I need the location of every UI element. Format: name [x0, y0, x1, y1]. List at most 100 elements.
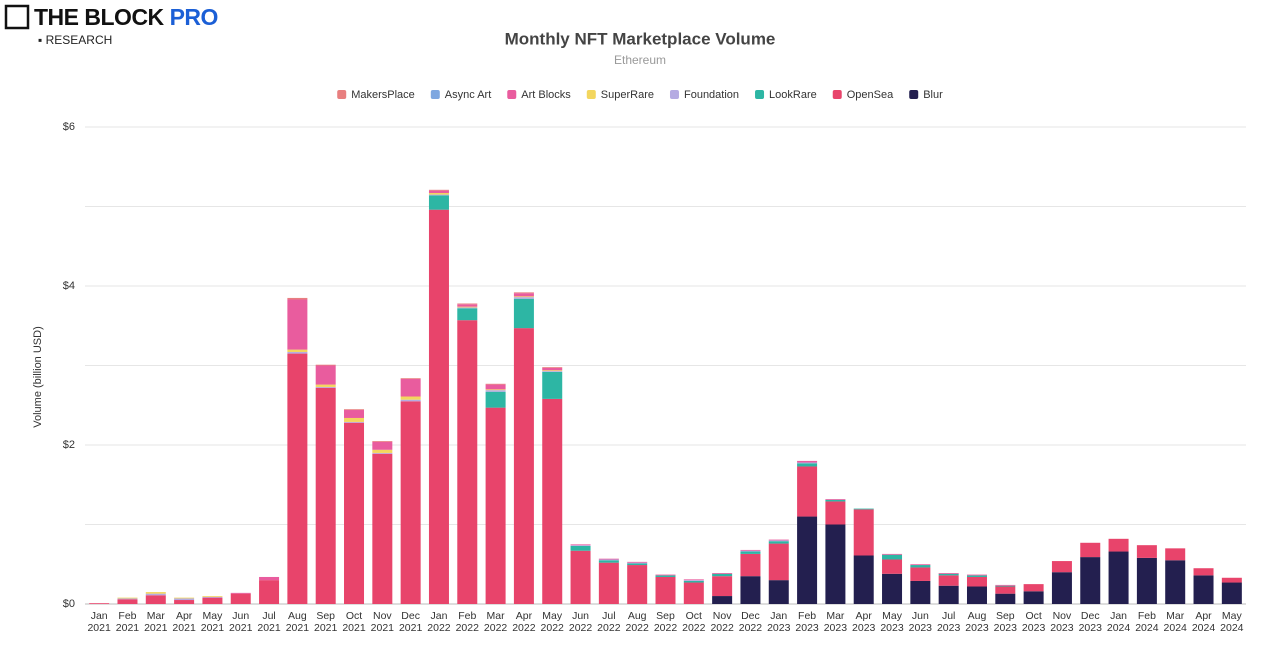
bar-segment — [570, 545, 591, 546]
legend-swatch — [669, 90, 679, 99]
bar-segment — [740, 576, 761, 604]
bar-segment — [542, 371, 563, 372]
x-tick-label: Nov 2023 — [1050, 610, 1074, 634]
bar-segment — [712, 573, 733, 577]
bar-segment — [485, 407, 506, 604]
legend-label: MakersPlace — [351, 89, 415, 101]
bar-segment — [287, 299, 308, 350]
bar-segment — [882, 573, 903, 604]
bar-segment — [457, 308, 478, 321]
bar-segment — [202, 596, 223, 597]
x-tick-label: Dec 2021 — [398, 610, 423, 634]
brand-tier: PRO — [169, 4, 219, 30]
bar-segment — [485, 389, 506, 391]
bar-segment — [372, 453, 393, 604]
bar-segment — [768, 541, 789, 544]
x-tick-label: Jan 2021 — [87, 610, 111, 634]
bar-segment — [542, 370, 563, 372]
bar-segment — [1080, 542, 1101, 558]
bar-segment — [513, 297, 534, 299]
bar-segment — [230, 592, 251, 594]
bar-segment — [627, 565, 648, 604]
x-tick-label: May 2024 — [1220, 610, 1244, 634]
legend-swatch — [507, 90, 517, 99]
y-tick-label: $6 — [63, 121, 75, 133]
bar-segment — [768, 539, 789, 541]
y-tick-label: $4 — [63, 280, 75, 292]
bar-segment — [485, 390, 506, 392]
bar-segment — [683, 580, 704, 581]
bar-segment — [457, 320, 478, 604]
x-tick-label: Jul 2021 — [257, 610, 281, 634]
bar-segment — [1165, 560, 1186, 604]
bar-segment — [400, 396, 421, 400]
bar-segment — [542, 398, 563, 604]
bar-segment — [712, 596, 733, 604]
bar-segment — [740, 550, 761, 552]
bar-segment — [1136, 545, 1157, 558]
bar-segment — [1193, 575, 1214, 604]
bar-segment — [853, 509, 874, 556]
y-axis-label: Volume (billion USD) — [32, 326, 44, 427]
y-tick-label: $2 — [63, 439, 75, 451]
x-tick-label: Apr 2024 — [1191, 610, 1216, 634]
legend-label: OpenSea — [847, 89, 894, 101]
bar-segment — [287, 349, 308, 352]
bar-segment — [825, 499, 846, 500]
chart-subtitle: Ethereum — [614, 53, 666, 67]
x-tick-label: Aug 2021 — [285, 610, 310, 634]
bar-segment — [797, 463, 818, 467]
bar-segment — [400, 379, 421, 397]
x-tick-label: Sep 2022 — [653, 610, 678, 634]
bar-segment — [145, 593, 166, 596]
bar-segment — [768, 540, 789, 542]
bar-segment — [457, 307, 478, 309]
bar-segment — [287, 297, 308, 300]
bar-segment — [797, 460, 818, 463]
bar-segment — [966, 574, 987, 576]
bar-segment — [542, 367, 563, 371]
bar-segment — [513, 328, 534, 604]
bar-segment — [400, 378, 421, 380]
bar-segment — [938, 575, 959, 586]
bar-segment — [230, 593, 251, 604]
bar-segment — [485, 391, 506, 408]
bar-segment — [315, 364, 336, 366]
bar-segment — [428, 209, 449, 604]
bar-segment — [938, 585, 959, 604]
x-tick-label: Dec 2022 — [738, 610, 763, 634]
bar-segment — [853, 508, 874, 510]
bar-segment — [655, 576, 676, 604]
brand-name: THE BLOCK — [34, 4, 164, 30]
bar-segment — [315, 384, 336, 387]
bar-segment — [1023, 591, 1044, 604]
bar-segment — [598, 562, 619, 604]
bar-segment — [740, 551, 761, 554]
x-tick-label: Jun 2022 — [568, 610, 593, 634]
bar-segment — [1221, 582, 1242, 604]
bar-segment — [344, 417, 365, 422]
bar-segment — [995, 585, 1016, 587]
bar-segment — [428, 194, 449, 196]
bar-segment — [995, 593, 1016, 604]
x-tick-label: Aug 2023 — [965, 610, 989, 634]
bar-segment — [89, 603, 110, 604]
x-tick-label: Nov 2021 — [370, 610, 394, 634]
bar-segment — [797, 466, 818, 517]
bar-segment — [315, 365, 336, 385]
bar-segment — [768, 543, 789, 581]
bar-segment — [202, 597, 223, 604]
bar-segment — [174, 600, 195, 604]
bar-segment — [457, 306, 478, 308]
bar-segment — [825, 501, 846, 525]
bar-segment — [428, 189, 449, 191]
x-tick-label: Feb 2024 — [1135, 610, 1159, 634]
bar-segment — [570, 550, 591, 604]
bar-segment — [372, 452, 393, 454]
bar-segment — [712, 576, 733, 597]
bar-segment — [287, 353, 308, 604]
x-tick-label: May 2022 — [540, 610, 564, 634]
bar-segment — [372, 441, 393, 450]
x-tick-label: Jul 2023 — [936, 610, 961, 634]
bar-segment — [627, 562, 648, 564]
